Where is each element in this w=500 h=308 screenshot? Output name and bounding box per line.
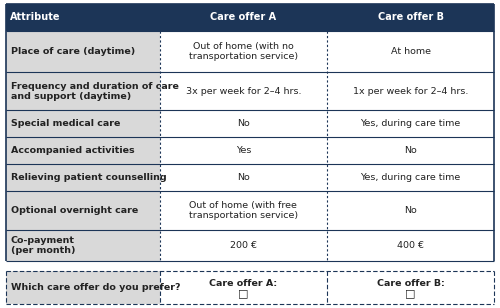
Text: Care offer B: Care offer B xyxy=(378,12,444,22)
Text: 3x per week for 2–4 hrs.: 3x per week for 2–4 hrs. xyxy=(186,87,301,96)
Text: Frequency and duration of care
and support (daytime): Frequency and duration of care and suppo… xyxy=(11,82,179,101)
Bar xyxy=(160,4,327,30)
Text: No: No xyxy=(404,206,417,215)
Bar xyxy=(327,191,494,230)
Bar xyxy=(6,30,160,72)
Text: 400 €: 400 € xyxy=(397,241,424,250)
Bar xyxy=(160,110,327,137)
Text: □: □ xyxy=(406,289,416,298)
Text: Care offer A:: Care offer A: xyxy=(210,279,278,288)
Text: □: □ xyxy=(238,289,248,298)
Text: Yes, during care time: Yes, during care time xyxy=(360,173,460,182)
Bar xyxy=(160,271,327,304)
Text: Care offer A: Care offer A xyxy=(210,12,276,22)
Text: Which care offer do you prefer?: Which care offer do you prefer? xyxy=(11,283,180,292)
Bar xyxy=(6,191,160,230)
Bar xyxy=(6,164,160,191)
Text: No: No xyxy=(237,119,250,128)
Text: Relieving patient counselling: Relieving patient counselling xyxy=(11,173,166,182)
Bar xyxy=(327,110,494,137)
Bar xyxy=(327,271,494,304)
Text: Out of home (with no
transportation service): Out of home (with no transportation serv… xyxy=(189,42,298,61)
Bar xyxy=(327,230,494,261)
Bar xyxy=(160,164,327,191)
Text: Yes, during care time: Yes, during care time xyxy=(360,119,460,128)
Text: Yes: Yes xyxy=(236,146,251,155)
Bar xyxy=(6,4,160,30)
Text: Attribute: Attribute xyxy=(10,12,60,22)
Text: Special medical care: Special medical care xyxy=(11,119,120,128)
Bar xyxy=(160,72,327,110)
Text: Care offer B:: Care offer B: xyxy=(376,279,444,288)
Bar xyxy=(327,137,494,164)
Text: Place of care (daytime): Place of care (daytime) xyxy=(11,47,135,56)
Text: No: No xyxy=(404,146,417,155)
Bar xyxy=(6,110,160,137)
Bar xyxy=(6,72,160,110)
Bar xyxy=(327,72,494,110)
Bar xyxy=(6,230,160,261)
Text: Co-payment
(per month): Co-payment (per month) xyxy=(11,236,76,255)
Bar xyxy=(160,137,327,164)
Bar xyxy=(327,4,494,30)
Bar xyxy=(160,30,327,72)
Bar xyxy=(160,230,327,261)
Text: Optional overnight care: Optional overnight care xyxy=(11,206,138,215)
Text: Accompanied activities: Accompanied activities xyxy=(11,146,134,155)
Text: 1x per week for 2–4 hrs.: 1x per week for 2–4 hrs. xyxy=(353,87,468,96)
Text: No: No xyxy=(237,173,250,182)
Bar xyxy=(6,271,160,304)
Bar xyxy=(6,137,160,164)
Bar xyxy=(327,30,494,72)
Text: At home: At home xyxy=(390,47,430,56)
Text: Out of home (with free
transportation service): Out of home (with free transportation se… xyxy=(189,201,298,220)
Bar xyxy=(327,164,494,191)
Bar xyxy=(160,191,327,230)
Text: 200 €: 200 € xyxy=(230,241,257,250)
